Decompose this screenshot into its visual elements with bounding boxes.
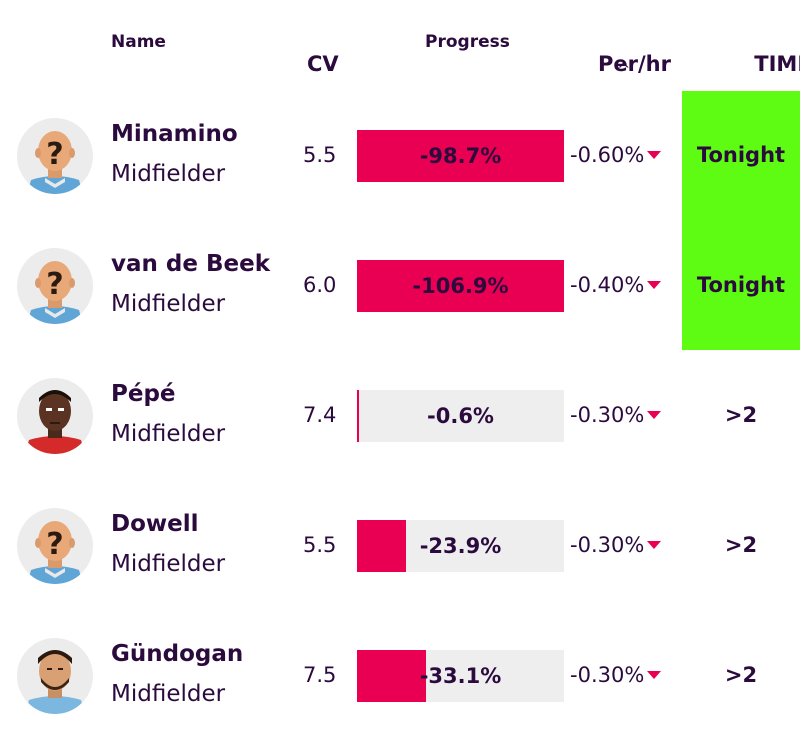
progress-bar: -23.9% [357,520,564,572]
per-hr-value: -0.30% [570,663,662,687]
unknown-player-icon: ? [17,118,93,194]
svg-text:?: ? [46,527,63,562]
per-hr-value: -0.30% [570,533,662,557]
player-cv: 6.0 [303,273,337,297]
down-triangle-icon [647,281,662,289]
down-triangle-icon [647,151,662,159]
column-header-cv[interactable]: CV [307,52,339,76]
player-name: Gündogan [111,641,244,667]
player-position: Midfielder [111,681,226,707]
unknown-player-icon: ? [17,508,93,584]
player-name: Minamino [111,121,238,147]
player-name: Dowell [111,511,199,537]
down-triangle-icon [647,541,662,549]
per-hr-text: -0.30% [570,403,645,427]
player-cv: 5.5 [303,143,337,167]
progress-bar: -106.9% [357,260,564,312]
progress-label: -98.7% [419,144,502,168]
per-hr-value: -0.30% [570,403,662,427]
column-header-name[interactable]: Name [111,32,166,52]
player-row-p-p-[interactable]: Pépé Midfielder 7.4 -0.6% -0.30% >2 [0,351,800,481]
player-position: Midfielder [111,291,226,317]
player-row-van-de-beek[interactable]: ? van de Beek Midfielder 6.0 -106.9% -0.… [0,221,800,351]
progress-bar: -98.7% [357,130,564,182]
player-row-dowell[interactable]: ? Dowell Midfielder 5.5 -23.9% -0.30% >2 [0,481,800,611]
per-hr-text: -0.30% [570,663,645,687]
down-triangle-icon [647,671,662,679]
player-row-g-ndogan[interactable]: Gündogan Midfielder 7.5 -33.1% -0.30% >2 [0,611,800,741]
progress-bar-fill [357,390,359,442]
column-header-per-hr[interactable]: Per/hr [598,52,671,76]
unknown-player-icon: ? [17,248,93,324]
per-hr-value: -0.40% [570,273,662,297]
tonight-highlight-block [682,91,800,350]
progress-label: -0.6% [427,404,494,428]
progress-bar: -33.1% [357,650,564,702]
player-cv: 5.5 [303,533,337,557]
per-hr-text: -0.60% [570,143,645,167]
player-position: Midfielder [111,161,226,187]
player-name: Pépé [111,381,176,407]
player-time: >2 [724,663,758,687]
per-hr-value: -0.60% [570,143,662,167]
progress-bar: -0.6% [357,390,564,442]
player-cv: 7.5 [303,663,337,687]
player-time: Tonight [696,273,786,297]
player-portrait-icon [17,638,93,714]
svg-text:?: ? [46,267,63,302]
player-time: >2 [724,403,758,427]
player-row-minamino[interactable]: ? Minamino Midfielder 5.5 -98.7% -0.60% … [0,91,800,221]
progress-bar-fill [357,520,406,572]
player-position: Midfielder [111,551,226,577]
player-position: Midfielder [111,421,226,447]
progress-label: -33.1% [419,664,502,688]
player-name: van de Beek [111,251,270,277]
per-hr-text: -0.30% [570,533,645,557]
progress-bar-fill [357,260,564,312]
progress-bar-fill [357,650,426,702]
player-time: Tonight [696,143,786,167]
column-header-progress[interactable]: Progress [425,32,510,52]
progress-label: -23.9% [419,534,502,558]
svg-text:?: ? [46,137,63,172]
progress-label: -106.9% [412,274,509,298]
player-cv: 7.4 [303,403,337,427]
player-portrait-icon [17,378,93,454]
column-header-time[interactable]: TIME [754,52,800,76]
progress-bar-fill [357,130,564,182]
sort-ascending-icon[interactable]: ^ [617,60,631,79]
down-triangle-icon [647,411,662,419]
player-time: >2 [724,533,758,557]
per-hr-text: -0.40% [570,273,645,297]
